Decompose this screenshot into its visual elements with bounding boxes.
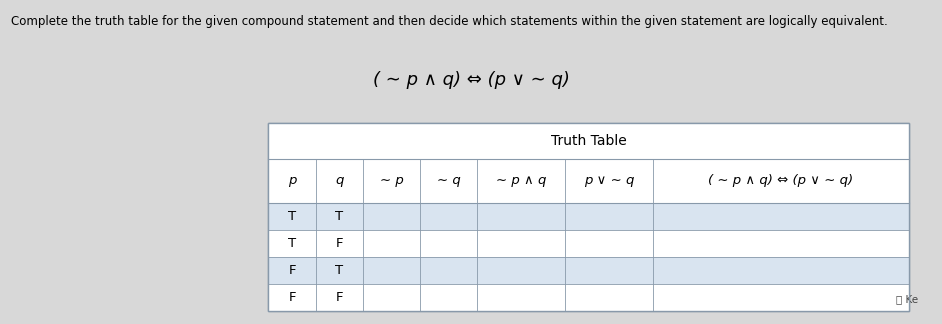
Text: T: T xyxy=(288,210,296,223)
Text: ∼ p ∧ q: ∼ p ∧ q xyxy=(496,174,546,187)
Text: F: F xyxy=(335,237,343,250)
Text: q: q xyxy=(335,174,344,187)
Text: ( ∼ p ∧ q) ⇔ (p ∨ ∼ q): ( ∼ p ∧ q) ⇔ (p ∨ ∼ q) xyxy=(373,71,569,89)
Text: F: F xyxy=(288,291,296,304)
Text: ∼ p: ∼ p xyxy=(380,174,403,187)
Text: ( ∼ p ∧ q) ⇔ (p ∨ ∼ q): ( ∼ p ∧ q) ⇔ (p ∨ ∼ q) xyxy=(708,174,853,187)
Text: p ∨ ∼ q: p ∨ ∼ q xyxy=(584,174,634,187)
Text: F: F xyxy=(288,264,296,277)
Text: T: T xyxy=(335,210,343,223)
Text: ∼ q: ∼ q xyxy=(437,174,461,187)
Text: F: F xyxy=(335,291,343,304)
Text: Truth Table: Truth Table xyxy=(551,134,626,148)
Text: T: T xyxy=(288,237,296,250)
Text: 📋 Ke: 📋 Ke xyxy=(897,295,918,305)
Text: T: T xyxy=(335,264,343,277)
Text: p: p xyxy=(288,174,296,187)
Text: Complete the truth table for the given compound statement and then decide which : Complete the truth table for the given c… xyxy=(11,15,888,28)
